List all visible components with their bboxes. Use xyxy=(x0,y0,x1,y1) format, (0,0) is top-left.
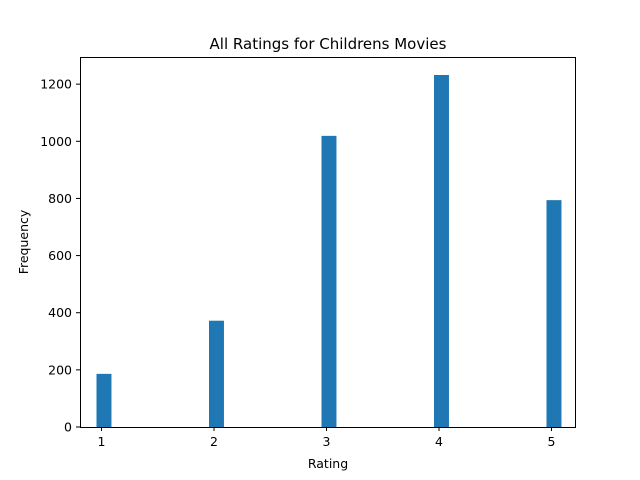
y-tick-label: 1000 xyxy=(40,134,72,149)
bar-rating-2 xyxy=(209,320,224,427)
y-axis-label: Frequency xyxy=(16,209,31,274)
x-axis-ticks: 1 2 3 4 5 xyxy=(98,427,556,449)
y-tick-label: 400 xyxy=(48,305,72,320)
x-tick-label: 1 xyxy=(98,434,106,449)
x-tick-label: 4 xyxy=(435,434,443,449)
plot-frame xyxy=(80,57,576,428)
y-tick-label: 1200 xyxy=(40,77,72,92)
x-tick-label: 2 xyxy=(210,434,218,449)
x-tick-label: 5 xyxy=(548,434,556,449)
y-tick-label: 0 xyxy=(64,420,72,435)
x-tick-label: 3 xyxy=(323,434,331,449)
bar-rating-1 xyxy=(96,373,112,427)
y-tick-label: 600 xyxy=(48,248,72,263)
y-tick-label: 800 xyxy=(48,191,72,206)
bar-rating-3 xyxy=(321,135,337,427)
y-tick-label: 200 xyxy=(48,362,72,377)
bar-rating-4 xyxy=(434,75,449,427)
x-axis-label: Rating xyxy=(308,456,348,471)
chart-title: All Ratings for Childrens Movies xyxy=(210,35,447,53)
bar-rating-5 xyxy=(546,200,562,427)
bars-group xyxy=(96,75,562,427)
plot-area: 1 2 3 4 5 0 200 400 600 800 1000 1200 xyxy=(40,57,576,449)
y-axis-ticks: 0 200 400 600 800 1000 1200 xyxy=(40,77,80,435)
